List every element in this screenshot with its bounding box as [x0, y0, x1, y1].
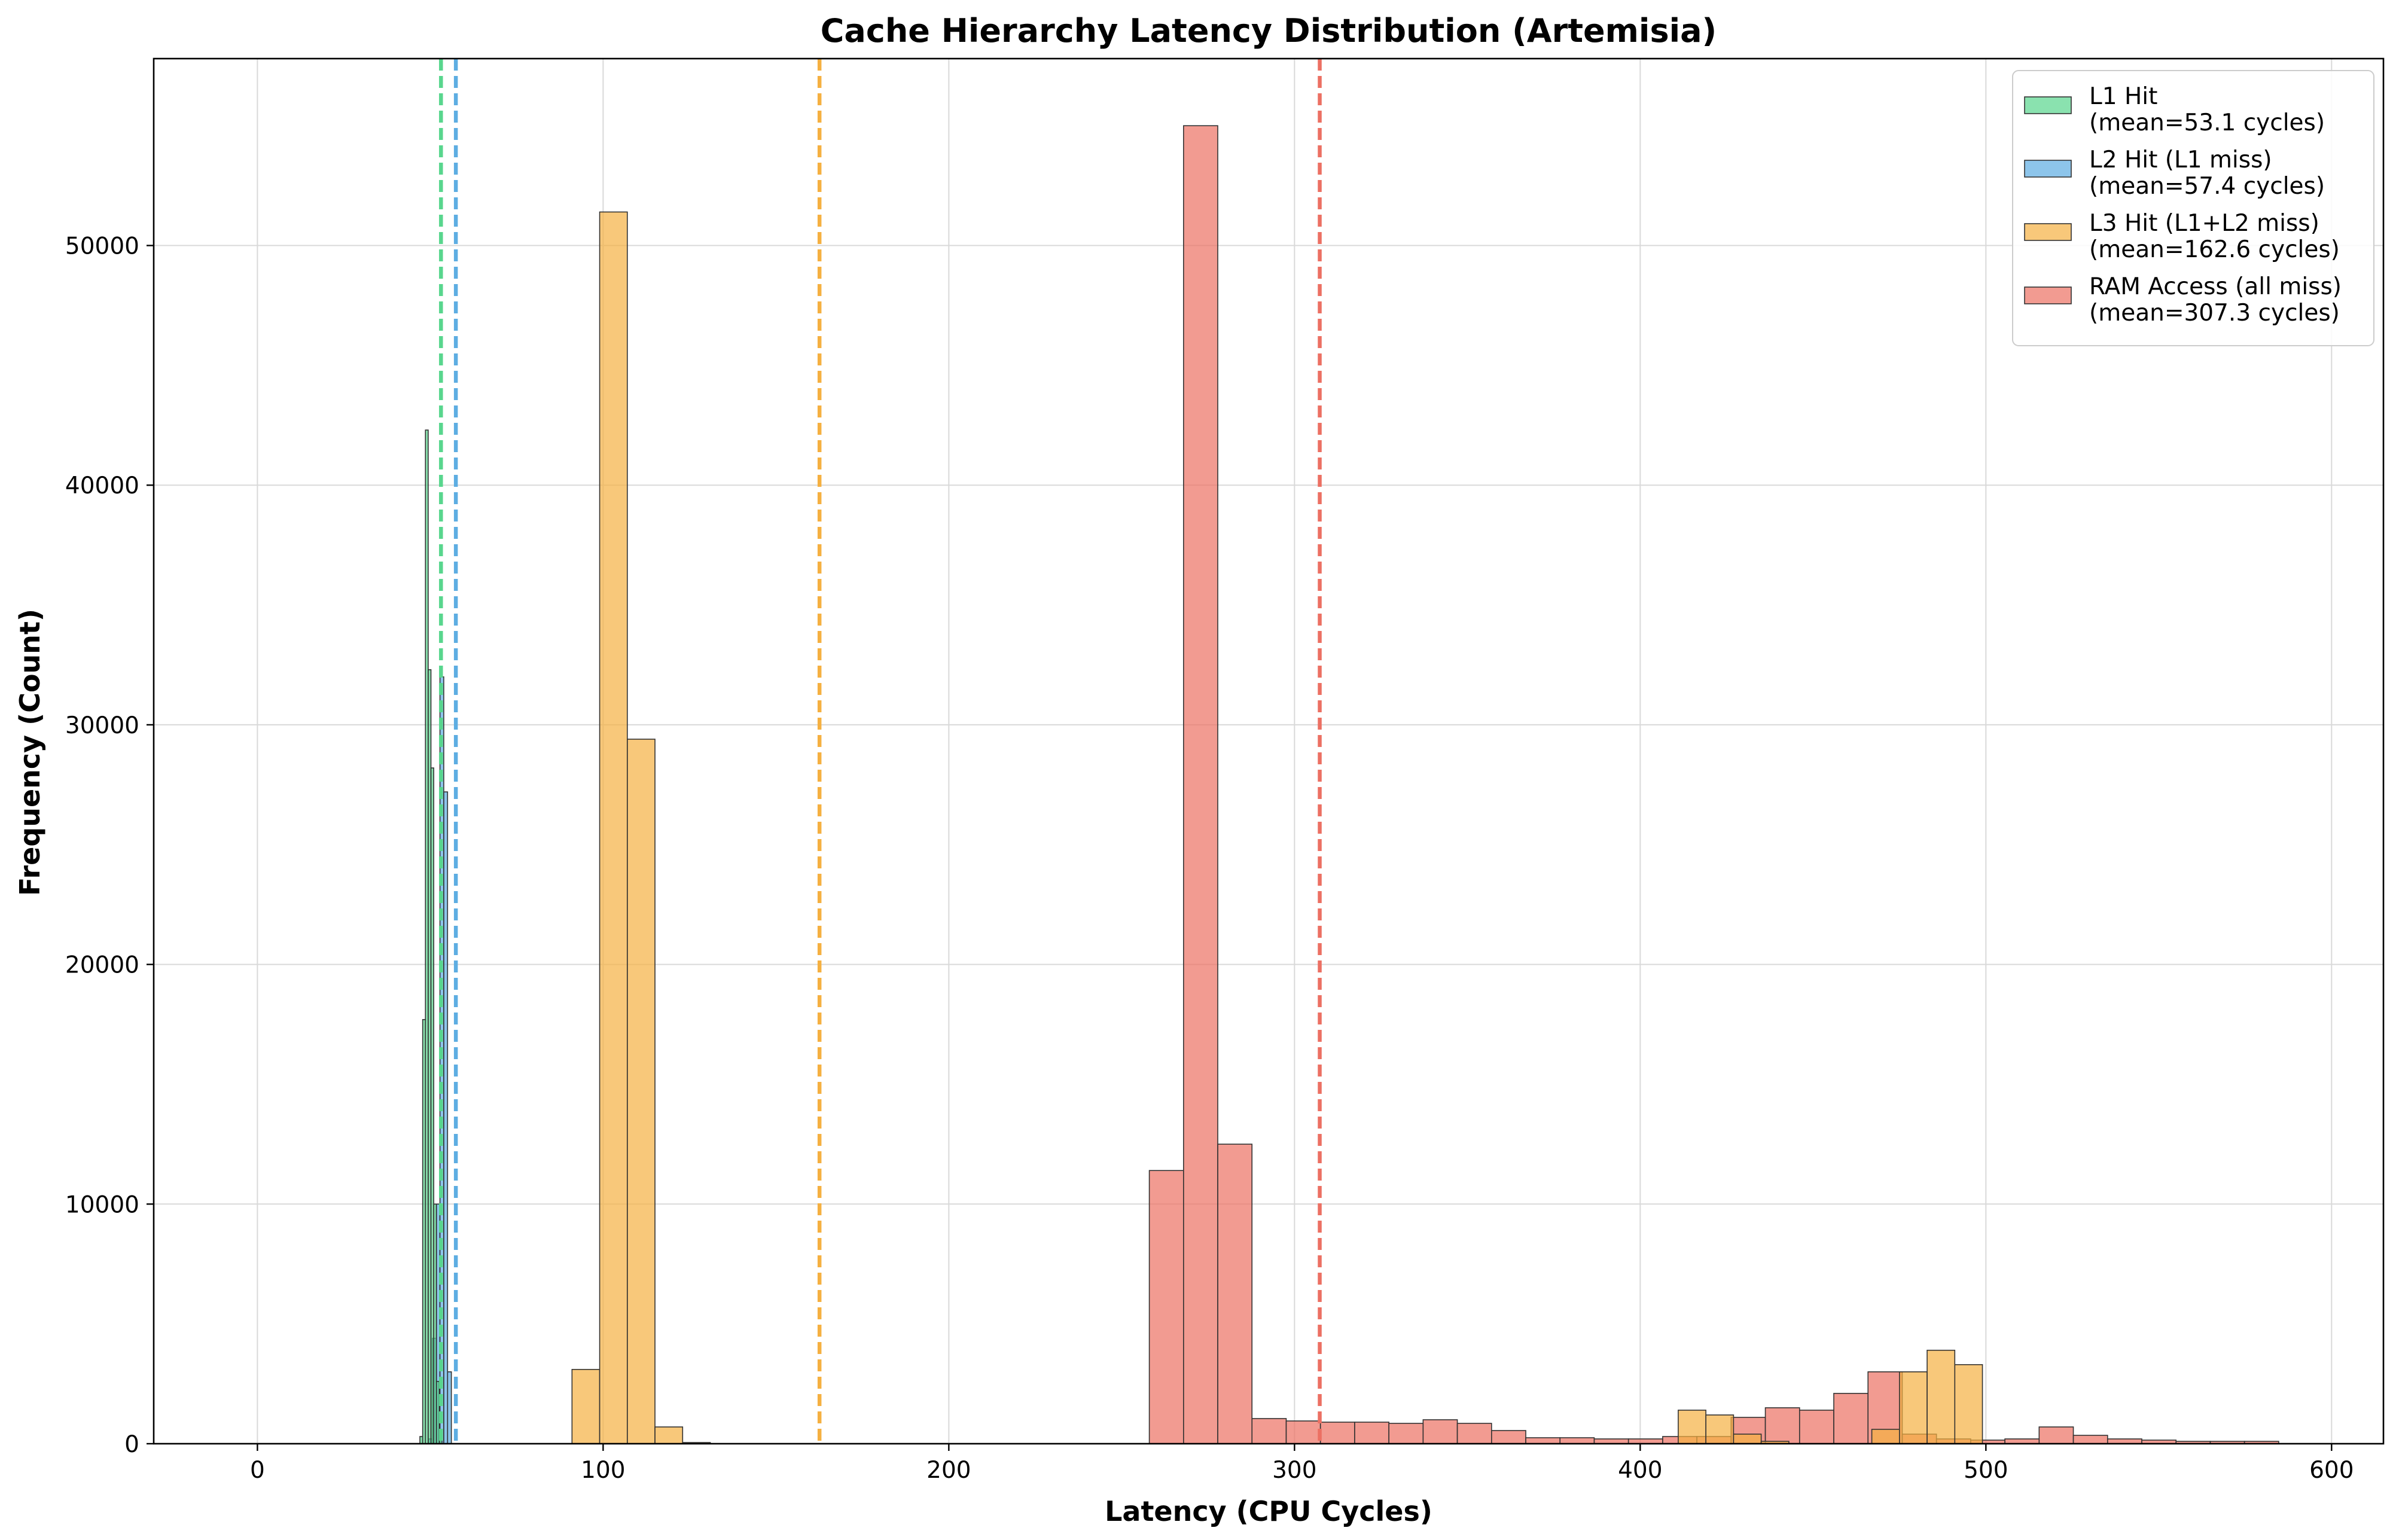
histogram-bar — [1705, 1414, 1734, 1444]
x-axis-label: Latency (CPU Cycles) — [1105, 1495, 1432, 1527]
chart-title: Cache Hierarchy Latency Distribution (Ar… — [821, 12, 1717, 50]
histogram-bar — [1559, 1437, 1595, 1444]
x-tick-label: 100 — [581, 1457, 625, 1484]
y-tick-label: 0 — [124, 1431, 139, 1458]
y-axis-ticks: 0 10000 20000 30000 40000 50000 — [65, 233, 154, 1458]
y-tick-label: 10000 — [65, 1191, 139, 1218]
histogram-bar — [1899, 1371, 1928, 1444]
histogram-bar — [1251, 1418, 1287, 1444]
histogram-bar — [2072, 1435, 2108, 1444]
histogram-bar — [1954, 1364, 1983, 1444]
x-tick-label: 200 — [926, 1457, 971, 1484]
x-tick-label: 600 — [2309, 1457, 2354, 1484]
histogram-bar — [1871, 1429, 1900, 1444]
legend-swatch — [2024, 223, 2072, 241]
legend-swatch — [2024, 160, 2072, 178]
histogram-bar — [627, 739, 656, 1444]
histogram-bar — [1525, 1437, 1561, 1444]
histogram-bar — [599, 211, 628, 1444]
histogram-bar — [1733, 1434, 1762, 1444]
legend-swatch — [2024, 286, 2072, 304]
histogram-bar — [1456, 1423, 1492, 1444]
x-tick-label: 400 — [1618, 1457, 1662, 1484]
x-axis-ticks: 0 100 200 300 400 500 600 — [250, 1444, 2354, 1484]
legend-label: (mean=53.1 cycles) — [2089, 109, 2325, 136]
histogram-bar — [1833, 1393, 1869, 1444]
histogram-bar — [1678, 1410, 1706, 1444]
y-tick-label: 40000 — [65, 472, 139, 499]
histogram-bar — [447, 1371, 452, 1444]
legend-label: L3 Hit (L1+L2 miss) — [2089, 210, 2319, 237]
histogram-bar — [1285, 1420, 1321, 1444]
histogram-bar — [1388, 1423, 1424, 1444]
histogram-bar — [654, 1426, 684, 1444]
y-axis-label: Frequency (Count) — [14, 609, 46, 896]
legend-label: L1 Hit — [2089, 83, 2157, 110]
y-tick-label: 20000 — [65, 952, 139, 979]
legend-label: L2 Hit (L1 miss) — [2089, 147, 2272, 173]
legend-label: (mean=307.3 cycles) — [2089, 300, 2340, 327]
histogram-bar — [2038, 1426, 2074, 1444]
histogram-bar — [1319, 1422, 1355, 1444]
histogram-bar — [1926, 1349, 1956, 1444]
mean-lines — [439, 59, 1322, 1444]
histogram-bar — [1491, 1430, 1526, 1444]
x-tick-label: 500 — [1964, 1457, 2008, 1484]
histogram-bar — [1183, 125, 1218, 1444]
y-tick-label: 30000 — [65, 712, 139, 739]
histogram-bar — [1217, 1143, 1253, 1444]
histogram-bar — [1422, 1419, 1458, 1444]
legend-label: (mean=162.6 cycles) — [2089, 236, 2340, 263]
x-tick-label: 300 — [1272, 1457, 1316, 1484]
plot-frame — [153, 57, 2385, 1445]
legend-label: (mean=57.4 cycles) — [2089, 173, 2325, 200]
legend-swatch — [2024, 96, 2072, 114]
legend-label: RAM Access (all miss) — [2089, 273, 2342, 300]
histogram-bar — [571, 1368, 600, 1444]
histogram-bar — [1764, 1407, 1800, 1444]
y-tick-label: 50000 — [65, 233, 139, 260]
histogram-bar — [1798, 1410, 1834, 1444]
histogram-bar — [1354, 1422, 1389, 1444]
histogram-bar — [1148, 1170, 1184, 1444]
histogram-bar — [443, 791, 449, 1444]
legend-box — [2012, 70, 2374, 346]
legend: L1 Hit(mean=53.1 cycles) L2 Hit (L1 miss)… — [2012, 70, 2374, 346]
x-tick-label: 0 — [250, 1457, 265, 1484]
